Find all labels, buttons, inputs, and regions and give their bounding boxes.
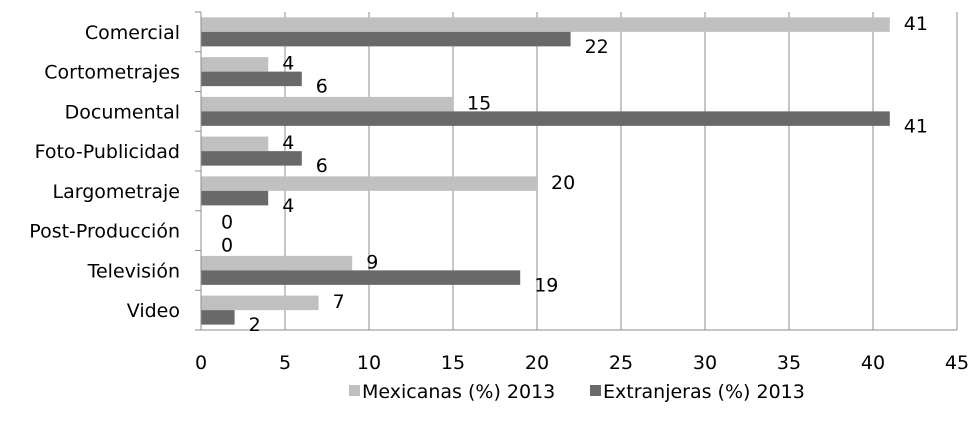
bar-0-7	[201, 295, 319, 311]
data-label-0-1: 4	[282, 53, 294, 75]
data-label-0-2: 15	[467, 92, 491, 114]
bar-0-2	[201, 96, 453, 112]
data-label-0-7: 7	[333, 291, 345, 313]
bar-1-6	[201, 270, 521, 285]
category-label-0: Comercial	[85, 22, 180, 44]
category-label-7: Video	[127, 300, 180, 322]
bar-0-6	[201, 255, 353, 271]
legend-swatch-0	[349, 385, 360, 396]
data-label-0-3: 4	[282, 132, 294, 154]
bar-0-3	[201, 136, 269, 152]
bar-1-0	[201, 31, 571, 47]
x-tick-label-25: 25	[609, 352, 633, 374]
bar-0-4	[201, 176, 537, 191]
x-tick-labels: 0 5 10 15 20 25 30 35 40 45	[195, 352, 969, 374]
x-tick-label-30: 30	[693, 352, 717, 374]
bar-1-1	[201, 71, 302, 87]
bar-0-0	[201, 17, 890, 32]
category-label-3: Foto-Publicidad	[35, 141, 180, 163]
x-tick-label-15: 15	[441, 352, 465, 374]
bars	[201, 17, 890, 325]
data-label-1-5: 0	[221, 235, 233, 257]
x-tick-label-20: 20	[525, 352, 549, 374]
legend: Mexicanas (%) 2013 Extranjeras (%) 2013	[349, 381, 805, 403]
legend-swatch-1	[590, 385, 601, 396]
data-label-1-1: 6	[316, 76, 328, 98]
bar-1-7	[201, 310, 235, 325]
x-tick-label-35: 35	[777, 352, 801, 374]
x-tick-label-40: 40	[861, 352, 885, 374]
data-label-1-2: 41	[904, 115, 928, 137]
data-label-1-3: 6	[316, 155, 328, 177]
category-label-2: Documental	[65, 101, 180, 123]
data-label-1-7: 2	[249, 314, 261, 336]
data-label-0-0: 41	[904, 13, 928, 35]
data-label-1-6: 19	[534, 274, 558, 296]
legend-label-0: Mexicanas (%) 2013	[362, 381, 555, 403]
category-label-1: Cortometrajes	[44, 62, 180, 84]
bar-0-1	[201, 57, 269, 72]
data-label-0-6: 9	[366, 251, 378, 273]
category-label-5: Post-Producción	[29, 221, 180, 243]
legend-label-1: Extranjeras (%) 2013	[603, 381, 805, 403]
data-label-0-4: 20	[551, 172, 575, 194]
x-tick-label-45: 45	[945, 352, 969, 374]
axes	[195, 11, 957, 331]
data-label-0-5: 0	[221, 212, 233, 234]
bar-1-3	[201, 151, 302, 166]
data-label-1-0: 22	[585, 36, 609, 58]
bar-1-2	[201, 111, 890, 126]
category-label-4: Largometraje	[53, 181, 180, 203]
x-tick-label-5: 5	[279, 352, 291, 374]
category-label-6: Televisión	[87, 260, 180, 282]
category-labels: Comercial Cortometrajes Documental Foto-Pub…	[29, 22, 180, 322]
grid-lines	[284, 12, 958, 330]
data-label-1-4: 4	[282, 195, 294, 217]
x-tick-label-0: 0	[195, 352, 207, 374]
bar-1-4	[201, 190, 269, 206]
x-tick-label-10: 10	[357, 352, 381, 374]
